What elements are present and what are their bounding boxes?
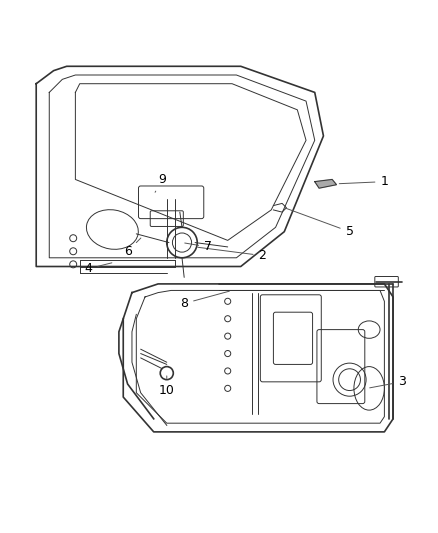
Text: 10: 10 xyxy=(159,376,175,397)
Text: 1: 1 xyxy=(339,175,389,188)
Text: 8: 8 xyxy=(180,291,230,310)
Text: 6: 6 xyxy=(124,238,141,258)
Text: 3: 3 xyxy=(370,375,406,389)
Text: 5: 5 xyxy=(285,208,353,238)
Text: 4: 4 xyxy=(85,262,112,275)
Text: 9: 9 xyxy=(155,173,166,192)
Text: 2: 2 xyxy=(198,247,266,262)
Polygon shape xyxy=(315,180,336,188)
Text: 7: 7 xyxy=(185,240,212,253)
